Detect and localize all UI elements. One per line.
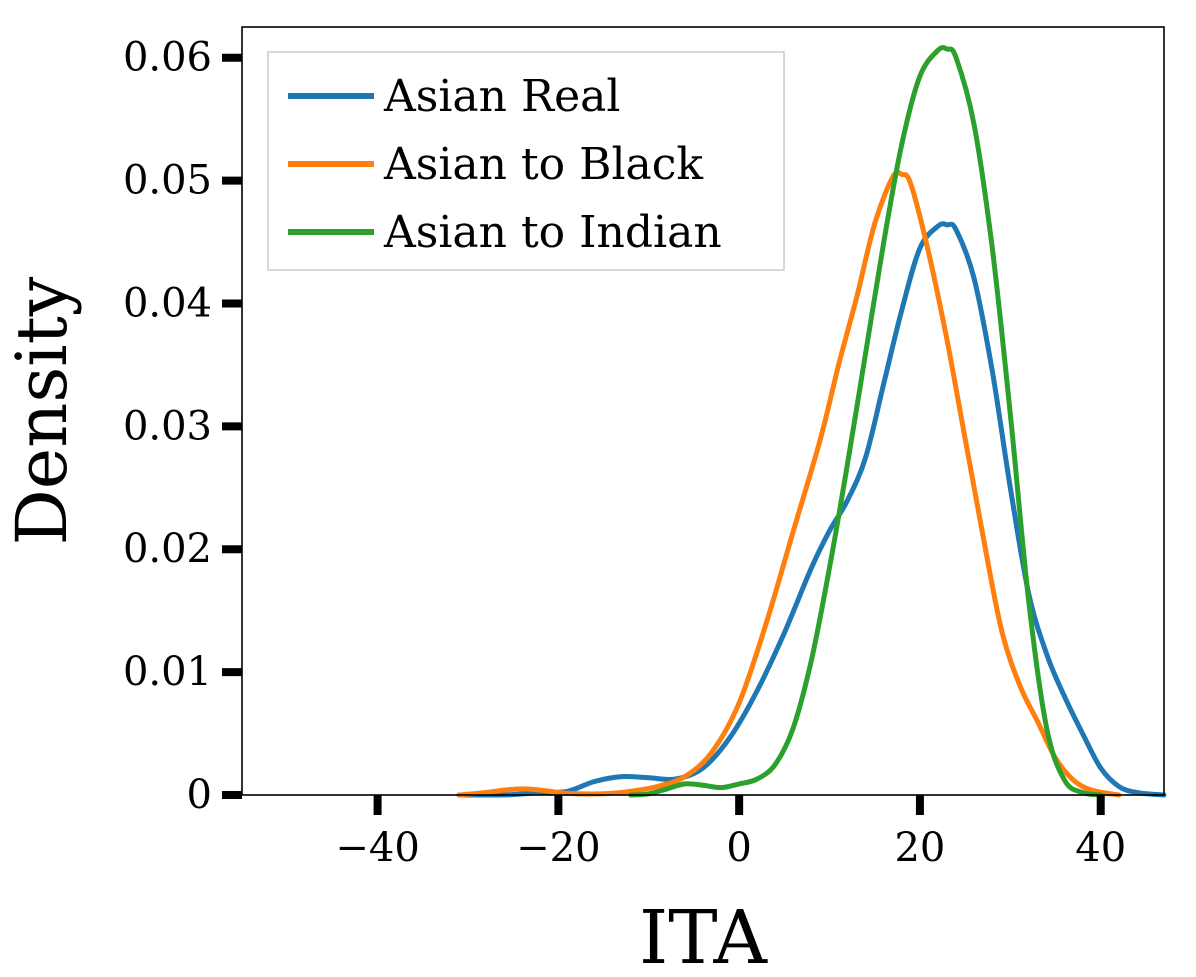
legend: Asian Real Asian to Black Asian to Indian — [267, 51, 785, 271]
y-tick-label: 0.01 — [123, 649, 212, 695]
y-axis-title: Density — [1, 276, 83, 545]
plot-lines-group — [456, 45, 1167, 798]
y-tick-label: 0.04 — [123, 280, 212, 326]
x-tick-label: 0 — [726, 825, 751, 871]
x-tick-label: 40 — [1075, 825, 1126, 871]
x-axis-title: ITA — [639, 895, 769, 977]
y-tick-label: 0.06 — [123, 35, 212, 81]
y-tick-label: 0.05 — [123, 158, 212, 204]
series-line-asian-real — [456, 221, 1167, 798]
y-tick-label: 0 — [187, 772, 212, 818]
legend-label: Asian Real — [383, 71, 620, 122]
plot-frame — [241, 26, 1165, 796]
series-line-asian-to-black — [456, 169, 1122, 798]
series-line-asian-to-indian — [628, 45, 1104, 798]
x-tick-label: −20 — [516, 825, 600, 871]
legend-label: Asian to Indian — [383, 207, 722, 258]
legend-label: Asian to Black — [383, 139, 703, 190]
y-tick-label: 0.03 — [123, 403, 212, 449]
x-axis: −40 −20 0 20 40 — [335, 795, 1126, 871]
x-tick-label: −40 — [335, 825, 419, 871]
y-axis: 0 0.01 0.02 0.03 0.04 0.05 0.06 — [123, 35, 242, 818]
x-tick-label: 20 — [894, 825, 945, 871]
y-tick-label: 0.02 — [123, 526, 212, 572]
